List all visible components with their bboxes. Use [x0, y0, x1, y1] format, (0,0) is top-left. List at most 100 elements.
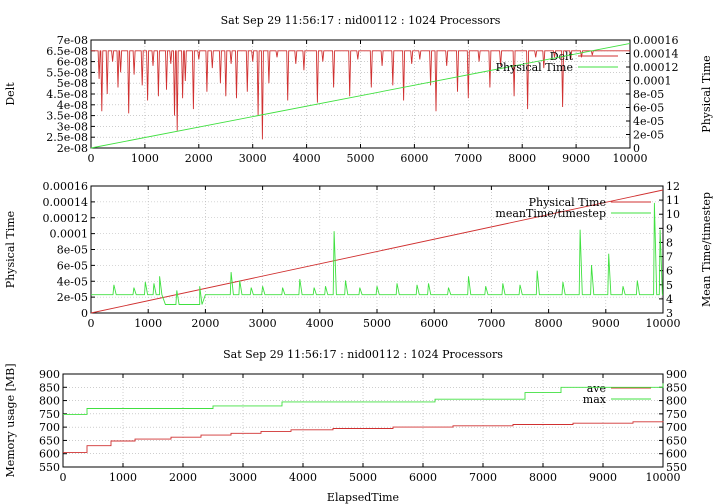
x-tick-label: 2000 [169, 471, 197, 484]
y2-tick-label: 900 [666, 368, 687, 381]
x-tick-label: 4000 [293, 152, 321, 165]
x-tick-label: 6000 [400, 152, 428, 165]
x-tick-label: 10000 [613, 152, 648, 165]
legend-label: ave [587, 382, 606, 395]
panel-delt-physical-time: 0 1000 2000 3000 4000 5000 6000 7000 8000 9000 100… [4, 14, 713, 165]
y-tick-label: 6e-08 [57, 56, 88, 69]
x-axis-label: ElapsedTime [327, 491, 399, 504]
x-tick-label: 2000 [191, 317, 219, 330]
y2-tick-label: 12 [666, 180, 680, 193]
y-tick-label: 3e-08 [57, 120, 88, 133]
panel-memory-usage: 0 1000 2000 3000 4000 5000 6000 7000 8000 9000 100… [4, 348, 687, 504]
y2-tick-label: 8 [666, 236, 673, 249]
legend-label: Physical Time [496, 61, 573, 74]
x-tick-label: 9000 [562, 152, 590, 165]
y-tick-label: 0.00016 [43, 180, 89, 193]
y-axis-label: Memory usage [MB] [4, 363, 17, 477]
plot-frame [62, 373, 664, 468]
y-tick-label: 650 [39, 434, 60, 447]
y-tick-label: 3.5e-08 [46, 110, 88, 123]
y-tick-label: 900 [39, 368, 60, 381]
x-tick-label: 8000 [529, 471, 557, 484]
x-tick-label: 4000 [306, 317, 334, 330]
y-tick-label: 700 [39, 421, 60, 434]
y-tick-label: 0 [81, 307, 88, 320]
y2-tick-label: 8e-05 [633, 88, 664, 101]
y2-tick-label: 550 [666, 461, 687, 474]
y-tick-label: 0.0001 [50, 228, 89, 241]
y2-tick-label: 0 [633, 142, 640, 155]
y2-tick-label: 0.00012 [633, 61, 679, 74]
y2-tick-label: 3 [666, 307, 673, 320]
y2-tick-label: 4e-05 [633, 115, 664, 128]
panel-physical-time-mean-time: 0 1000 2000 3000 4000 5000 6000 7000 8000 9000 100… [4, 180, 713, 330]
y2-tick-label: 0.0001 [633, 75, 672, 88]
x-tick-label: 0 [88, 152, 95, 165]
y2-tick-label: 5 [666, 279, 673, 292]
chart-title: Sat Sep 29 11:56:17 : nid00112 : 1024 Pr… [221, 14, 501, 27]
y-tick-label: 4.5e-08 [46, 88, 88, 101]
x-tick-label: 0 [60, 471, 67, 484]
x-tick-label: 6000 [409, 471, 437, 484]
y-axis-label: Delt [4, 82, 17, 106]
y-tick-label: 7e-08 [57, 34, 88, 47]
y-tick-label: 0.00012 [43, 212, 89, 225]
x-tick-label: 3000 [249, 317, 277, 330]
legend-label: meanTime/timestep [495, 207, 606, 220]
y2-tick-label: 600 [666, 448, 687, 461]
x-tick-label: 5000 [347, 152, 375, 165]
series-ave-line [63, 421, 664, 453]
y2-tick-label: 750 [666, 408, 687, 421]
y-tick-label: 750 [39, 408, 60, 421]
y2-axis-label: Mean Time/timestep [700, 192, 713, 307]
x-tick-label: 0 [88, 317, 95, 330]
y2-tick-label: 7 [666, 251, 673, 264]
y-tick-label: 2.5e-08 [46, 131, 88, 144]
y-tick-label: 4e-08 [57, 99, 88, 112]
y-tick-label: 5e-08 [57, 77, 88, 90]
y2-tick-label: 11 [666, 194, 680, 207]
x-tick-label: 7000 [477, 317, 505, 330]
x-tick-label: 3000 [229, 471, 257, 484]
x-tick-label: 6000 [420, 317, 448, 330]
y2-tick-label: 10 [666, 208, 680, 221]
y2-tick-label: 700 [666, 421, 687, 434]
y-tick-label: 8e-05 [57, 244, 88, 257]
y2-tick-label: 2e-05 [633, 129, 664, 142]
series-physical-time-line [90, 42, 631, 149]
y-tick-label: 5.5e-08 [46, 66, 88, 79]
y2-tick-label: 850 [666, 381, 687, 394]
x-tick-label: 5000 [363, 317, 391, 330]
y-tick-label: 6e-05 [57, 259, 88, 272]
x-tick-label: 9000 [589, 471, 617, 484]
x-tick-label: 10000 [646, 317, 681, 330]
y-axis-label: Physical Time [4, 211, 17, 288]
y2-tick-label: 9 [666, 222, 673, 235]
y2-tick-label: 6e-05 [633, 102, 664, 115]
y2-tick-label: 800 [666, 395, 687, 408]
x-tick-label: 10000 [646, 471, 681, 484]
x-tick-label: 8000 [535, 317, 563, 330]
y-tick-label: 850 [39, 381, 60, 394]
x-tick-label: 1000 [131, 152, 159, 165]
y-tick-label: 600 [39, 448, 60, 461]
legend-label: max [583, 393, 607, 406]
x-tick-label: 2000 [185, 152, 213, 165]
y2-tick-label: 650 [666, 434, 687, 447]
x-tick-label: 4000 [289, 471, 317, 484]
y2-tick-label: 4 [666, 293, 673, 306]
y2-tick-label: 0.00016 [633, 34, 679, 47]
x-tick-label: 9000 [592, 317, 620, 330]
series-delt-line [91, 50, 630, 140]
y-tick-label: 800 [39, 395, 60, 408]
x-tick-label: 1000 [134, 317, 162, 330]
series-max-line [63, 383, 664, 415]
chart-title: Sat Sep 29 11:56:17 : nid00112 : 1024 Pr… [223, 348, 503, 361]
y-tick-label: 2e-08 [57, 142, 88, 155]
x-tick-label: 7000 [454, 152, 482, 165]
y-tick-label: 4e-05 [57, 275, 88, 288]
x-tick-label: 7000 [469, 471, 497, 484]
y2-axis-label: Physical Time [700, 55, 713, 132]
y2-tick-label: 6 [666, 265, 673, 278]
